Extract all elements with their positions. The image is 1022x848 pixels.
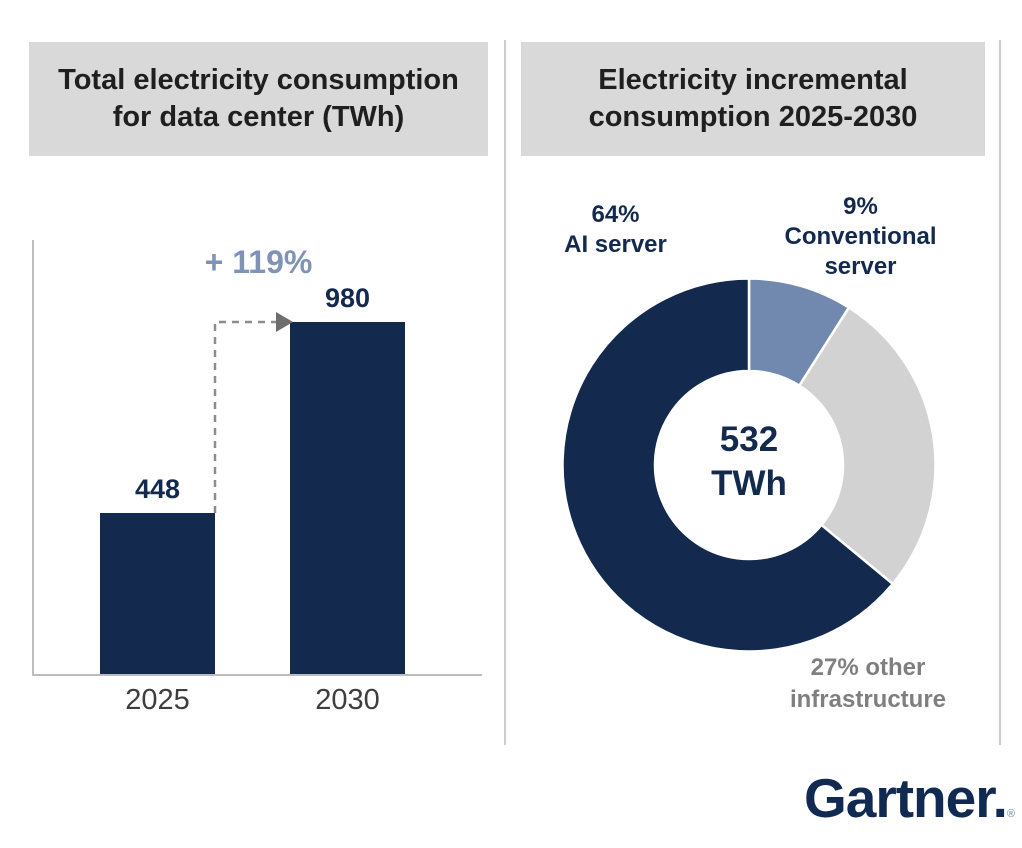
x-tick-2025: 2025 [125, 684, 190, 716]
label-ai-server: 64% AI server [538, 200, 693, 260]
bar-2025 [100, 513, 215, 674]
right-edge-divider [999, 40, 1001, 745]
bar-chart-y-axis [32, 240, 34, 676]
left-title-line2: for data center (TWh) [112, 101, 405, 133]
label-conventional-server: 9% Conventional server [758, 192, 963, 282]
left-title-line1: Total electricity consumption [58, 64, 459, 96]
label-ai-pct: 64% [591, 201, 640, 228]
bar-value-2025: 448 [134, 474, 181, 504]
right-title-line2: consumption 2025-2030 [588, 101, 918, 133]
bar-value-2030: 980 [324, 283, 371, 313]
donut-center-label: 532 TWh [674, 418, 824, 506]
donut-slice-other-infrastructure [797, 305, 937, 586]
gartner-logo-text: Gartner [803, 767, 994, 829]
gartner-logo: Gartner.® [803, 766, 1015, 830]
growth-annotation: + 119% [204, 244, 313, 280]
donut-center-unit: TWh [711, 464, 787, 503]
donut-chart [561, 277, 937, 653]
label-conventional-pct: 9% [843, 193, 878, 220]
bar-2030 [290, 322, 405, 674]
panel-divider [504, 40, 506, 745]
dashed-arrow-line [213, 320, 276, 513]
label-other-line2: infrastructure [789, 686, 947, 713]
label-conventional-name1: Conventional [784, 223, 937, 250]
left-chart-title: Total electricity consumption for data c… [29, 42, 488, 156]
donut-slice-ai-server [561, 277, 895, 653]
registered-mark-icon: ® [1006, 808, 1015, 820]
right-title-line1: Electricity incremental [598, 64, 908, 96]
bar-chart-x-axis [32, 674, 482, 676]
label-ai-name: AI server [564, 231, 667, 258]
donut-center-value: 532 [719, 420, 779, 459]
label-other-infrastructure: 27% other infrastructure [742, 652, 994, 716]
gartner-logo-period: . [992, 767, 1008, 829]
right-chart-title: Electricity incremental consumption 2025… [521, 42, 985, 156]
label-other-line1: 27% other [810, 654, 926, 681]
x-tick-2030: 2030 [315, 684, 380, 716]
label-conventional-name2: server [824, 253, 897, 280]
